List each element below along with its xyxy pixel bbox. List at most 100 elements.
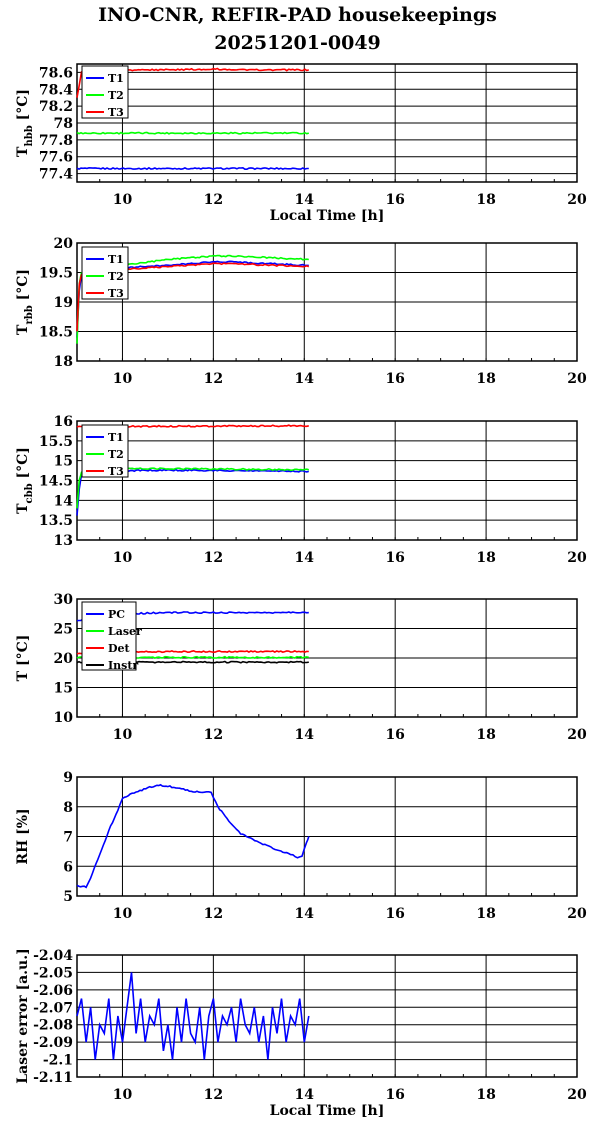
x-tick-label: 18 — [476, 192, 495, 208]
legend-box — [81, 246, 129, 300]
x-tick-label: 18 — [476, 371, 495, 387]
x-tick-label: 18 — [476, 727, 495, 743]
plot-frame — [76, 954, 578, 1078]
y-tick-label: 13 — [54, 533, 73, 549]
x-tick-label: 16 — [385, 550, 404, 566]
y-axis-label: Trbb [°C] — [15, 269, 35, 335]
series-line-t1 — [76, 166, 309, 171]
y-tick-label: 78.2 — [39, 99, 73, 115]
x-tick-label: 14 — [295, 371, 315, 387]
y-tick-label: 9 — [63, 770, 73, 786]
y-tick-label: -2.04 — [33, 948, 73, 964]
y-tick-label: 25 — [54, 622, 73, 638]
y-axis-label: T [°C] — [15, 635, 31, 682]
series-line-data — [76, 783, 310, 889]
chart-subtitle: 20251201-0049 — [214, 32, 381, 54]
legend-label: Laser — [108, 625, 142, 638]
y-tick-label: 16 — [54, 414, 73, 430]
y-tick-label: -2.06 — [33, 983, 73, 999]
legend-label: T2 — [108, 448, 124, 461]
y-tick-label: 19 — [54, 295, 73, 311]
x-tick-label: 20 — [567, 727, 587, 743]
legend-box — [81, 65, 129, 119]
y-axis-label: Thbb [°C] — [15, 89, 35, 157]
y-tick-label: 18.5 — [39, 325, 73, 341]
x-tick-label: 12 — [204, 371, 223, 387]
y-tick-label: -2.09 — [33, 1035, 73, 1051]
x-tick-label: 20 — [567, 371, 587, 387]
x-tick-label: 10 — [113, 1087, 133, 1103]
y-tick-label: -2.07 — [33, 1000, 73, 1016]
x-tick-label: 18 — [476, 550, 495, 566]
legend-label: PC — [108, 608, 125, 621]
y-tick-label: 5 — [63, 889, 73, 905]
legend-box — [81, 424, 129, 478]
x-tick-label: 18 — [476, 1087, 495, 1103]
legend-label: T2 — [108, 270, 124, 283]
x-tick-label: 16 — [385, 906, 404, 922]
x-tick-label: 20 — [567, 906, 587, 922]
x-tick-label: 10 — [113, 371, 133, 387]
y-axis-label: Tcbb [°C] — [15, 447, 35, 514]
x-tick-label: 20 — [567, 192, 587, 208]
y-tick-label: 77.6 — [39, 150, 73, 166]
y-tick-label: 20 — [54, 236, 74, 252]
series-line-data — [76, 972, 310, 1060]
y-tick-label: 14.5 — [39, 474, 73, 490]
y-tick-label: 15 — [54, 681, 73, 697]
x-tick-label: 12 — [204, 906, 223, 922]
x-tick-label: 14 — [295, 550, 315, 566]
x-tick-label: 14 — [295, 727, 315, 743]
y-tick-label: 30 — [54, 592, 74, 608]
x-tick-label: 14 — [295, 192, 315, 208]
x-tick-label: 14 — [295, 906, 315, 922]
y-tick-label: 20 — [54, 651, 74, 667]
legend-label: T3 — [108, 287, 124, 300]
y-tick-label: 77.4 — [39, 167, 73, 183]
y-tick-label: 19.5 — [39, 266, 73, 282]
x-tick-label: 14 — [295, 1087, 315, 1103]
y-tick-label: 15.5 — [39, 434, 73, 450]
series-line-t2 — [76, 131, 310, 135]
y-tick-label: -2.1 — [43, 1053, 73, 1069]
legend-label: T3 — [108, 106, 124, 119]
x-tick-label: 16 — [385, 371, 404, 387]
chart-title: INO-CNR, REFIR-PAD housekeepings — [98, 4, 497, 26]
x-tick-label: 10 — [113, 192, 133, 208]
y-tick-label: 78.6 — [39, 65, 73, 81]
y-tick-label: 15 — [54, 454, 73, 470]
y-tick-label: 18 — [54, 354, 73, 370]
x-tick-label: 12 — [204, 1087, 223, 1103]
y-axis-label: Laser error [a.u.] — [15, 948, 31, 1083]
y-tick-label: -2.08 — [33, 1018, 73, 1034]
y-tick-label: 13.5 — [39, 513, 73, 529]
x-tick-label: 20 — [567, 1087, 587, 1103]
x-tick-label: 12 — [204, 727, 223, 743]
y-axis-label: RH [%] — [15, 808, 31, 864]
y-tick-label: 8 — [63, 800, 73, 816]
x-axis-label: Local Time [h] — [270, 208, 385, 224]
legend-label: T1 — [108, 253, 124, 266]
y-tick-label: 78.4 — [39, 82, 73, 98]
y-tick-label: -2.11 — [33, 1070, 73, 1086]
x-tick-label: 18 — [476, 906, 495, 922]
y-tick-label: 6 — [63, 859, 73, 875]
legend-label: T2 — [108, 89, 124, 102]
y-tick-label: 10 — [54, 710, 74, 726]
x-tick-label: 10 — [113, 906, 133, 922]
x-tick-label: 16 — [385, 1087, 404, 1103]
y-tick-label: 7 — [63, 830, 73, 846]
legend-label: Instr — [108, 659, 138, 672]
legend-label: T3 — [108, 465, 124, 478]
y-tick-label: 14 — [54, 493, 74, 509]
legend-label: Det — [108, 642, 131, 655]
x-tick-label: 16 — [385, 727, 404, 743]
x-tick-label: 12 — [204, 192, 223, 208]
x-tick-label: 10 — [113, 727, 133, 743]
legend-label: T1 — [108, 431, 124, 444]
y-tick-label: -2.05 — [33, 965, 73, 981]
legend-label: T1 — [108, 72, 124, 85]
x-axis-label: Local Time [h] — [270, 1103, 385, 1119]
y-tick-label: 77.8 — [39, 133, 73, 149]
